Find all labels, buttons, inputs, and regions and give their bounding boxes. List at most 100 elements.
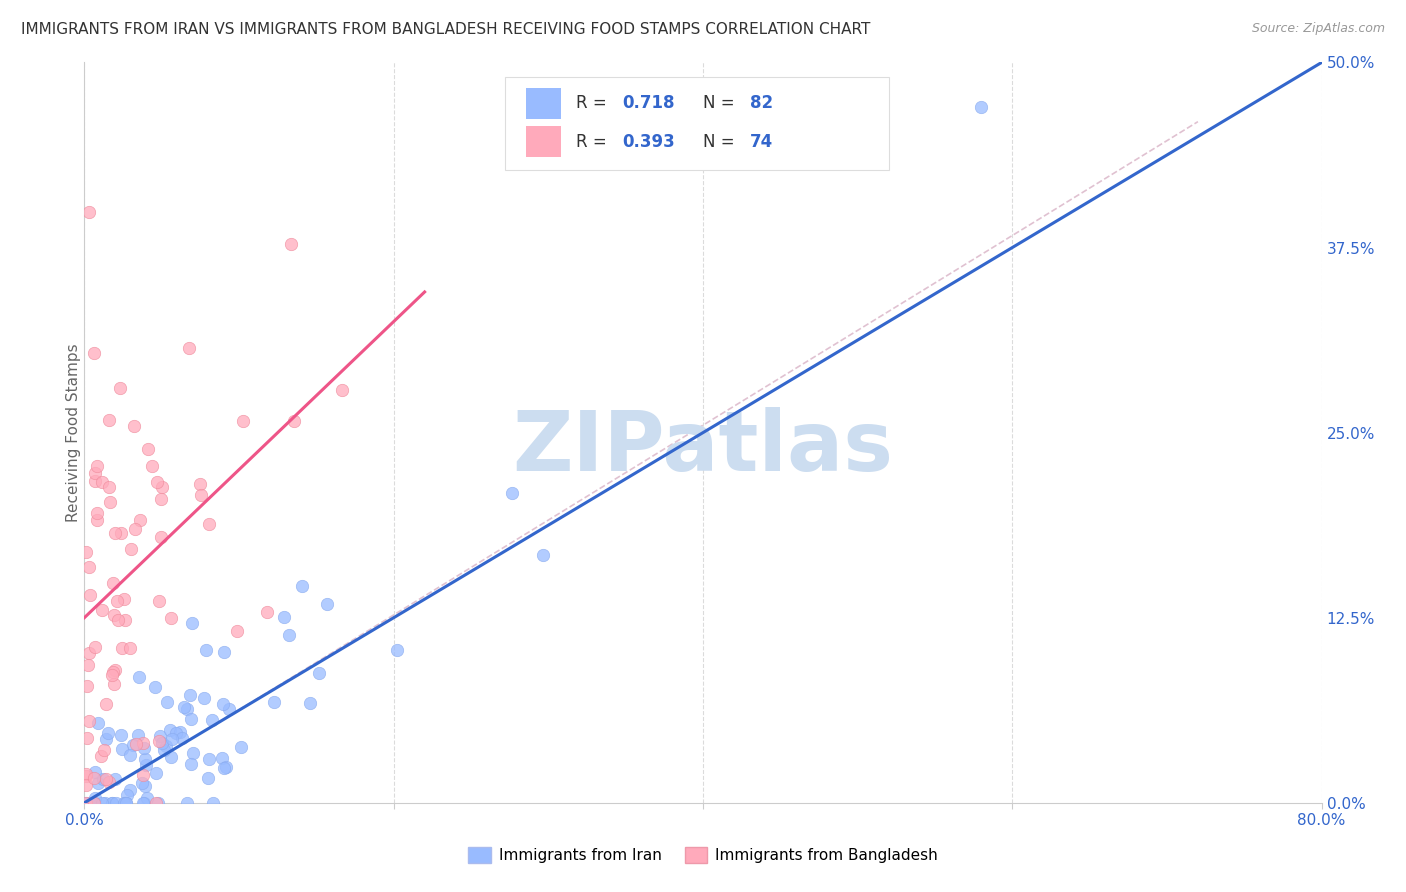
Point [111, 741, 134, 756]
Point [385, 643, 408, 657]
Point [149, 529, 172, 543]
Point [160, 611, 183, 625]
Point [177, 341, 200, 355]
Point [148, 593, 170, 607]
Point [152, 743, 174, 757]
Point [212, 761, 235, 775]
Point [149, 729, 172, 743]
Text: 0.718: 0.718 [623, 95, 675, 112]
Point [83, 474, 105, 488]
Point [91, 772, 114, 786]
Point [160, 750, 183, 764]
Point [79, 588, 101, 602]
Point [114, 796, 136, 810]
Point [212, 644, 235, 658]
Point [98, 494, 121, 508]
Point [98, 480, 121, 494]
Point [104, 663, 127, 677]
Point [150, 480, 173, 494]
Point [93, 742, 115, 756]
Point [96, 772, 118, 786]
Point [100, 668, 122, 682]
Point [180, 757, 202, 772]
Text: N =: N = [703, 133, 740, 151]
Point [181, 746, 204, 760]
Point [135, 791, 157, 805]
Point [188, 477, 211, 491]
Point [128, 670, 150, 684]
Point [146, 796, 169, 810]
Point [232, 414, 254, 428]
Point [115, 788, 138, 802]
Point [169, 724, 191, 739]
Point [80, 796, 103, 810]
Point [105, 593, 128, 607]
Y-axis label: Receiving Food Stamps: Receiving Food Stamps [66, 343, 80, 522]
Point [104, 772, 127, 786]
Legend: Immigrants from Iran, Immigrants from Bangladesh: Immigrants from Iran, Immigrants from Ba… [463, 841, 943, 869]
Point [115, 796, 138, 810]
Point [531, 548, 554, 562]
Point [135, 757, 157, 772]
Point [104, 796, 127, 810]
Point [229, 739, 252, 754]
Point [218, 702, 240, 716]
Point [86, 507, 108, 521]
Point [76, 731, 98, 745]
Point [122, 418, 145, 433]
Point [104, 525, 127, 540]
Point [77, 646, 100, 660]
Point [75, 545, 97, 559]
Point [134, 741, 156, 756]
Point [330, 383, 353, 397]
Point [96, 698, 118, 712]
Point [226, 624, 249, 638]
Point [83, 771, 105, 785]
Point [173, 700, 195, 714]
Point [101, 665, 124, 679]
Point [83, 346, 105, 360]
Point [110, 641, 132, 656]
Point [211, 751, 233, 765]
Point [148, 734, 170, 748]
Point [132, 796, 155, 810]
Point [198, 752, 221, 766]
Point [179, 688, 201, 702]
FancyBboxPatch shape [505, 78, 889, 169]
Point [114, 796, 136, 810]
Point [194, 643, 217, 657]
Point [90, 603, 112, 617]
Point [120, 541, 142, 556]
Point [145, 796, 167, 810]
Point [176, 701, 198, 715]
Point [298, 696, 321, 710]
Point [145, 765, 167, 780]
Point [122, 739, 145, 753]
Point [278, 628, 301, 642]
Point [76, 679, 98, 693]
Point [132, 796, 155, 810]
Point [162, 732, 184, 747]
Point [75, 766, 97, 780]
Point [103, 576, 125, 591]
Point [103, 607, 125, 622]
Point [75, 778, 97, 792]
Point [101, 796, 124, 810]
Point [86, 513, 108, 527]
Point [149, 492, 172, 507]
Point [291, 579, 314, 593]
Point [94, 796, 117, 810]
Point [118, 782, 141, 797]
Text: ZIPatlas: ZIPatlas [513, 407, 893, 488]
Text: R =: R = [575, 133, 612, 151]
FancyBboxPatch shape [526, 126, 561, 157]
Point [124, 738, 146, 752]
Point [124, 522, 146, 536]
Text: 0.393: 0.393 [623, 133, 675, 151]
Point [96, 731, 118, 746]
Point [127, 728, 149, 742]
Point [180, 712, 202, 726]
Point [280, 237, 302, 252]
Point [159, 723, 181, 737]
Point [112, 591, 135, 606]
